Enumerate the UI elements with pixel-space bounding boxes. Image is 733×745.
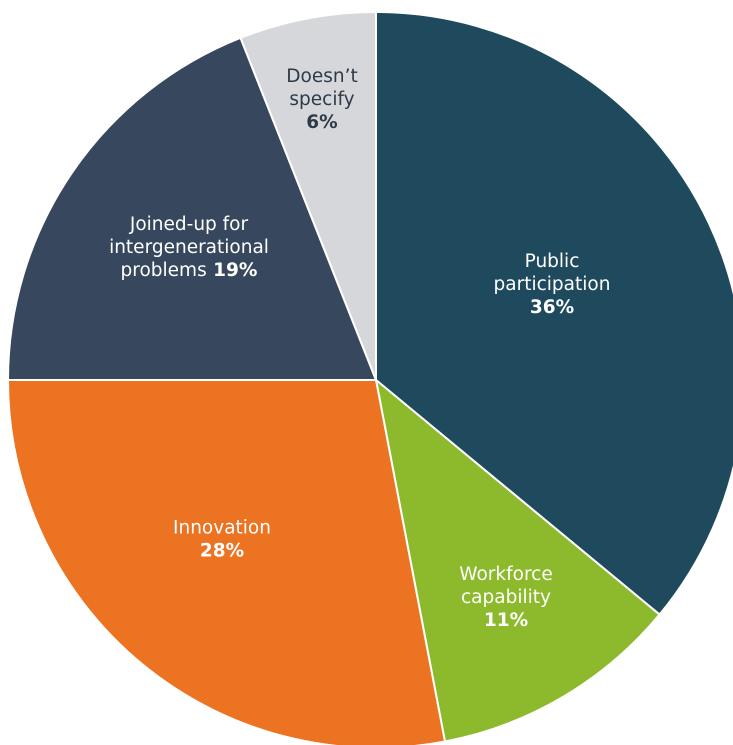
pie-slice-0 xyxy=(375,10,733,616)
slice-label-line: Innovation xyxy=(173,518,271,539)
slice-label-line: Workforce xyxy=(459,564,552,585)
slice-label-2: Innovation 28% xyxy=(173,518,271,562)
pie-slices xyxy=(6,10,733,745)
slice-label-line: Public xyxy=(525,251,580,272)
slice-label-line: problems xyxy=(121,260,207,281)
slice-label-line: participation xyxy=(494,274,611,295)
slice-value-label: 36% xyxy=(530,297,574,318)
slice-value-label: 11% xyxy=(484,610,528,631)
slice-label-3: Joined-up for intergenerational problems 1… xyxy=(109,214,269,281)
slice-value-label: 28% xyxy=(200,541,244,562)
pie-slice-2 xyxy=(6,379,447,745)
slice-value-label: 6% xyxy=(306,112,337,133)
slice-label-line: Joined-up for xyxy=(129,214,249,235)
slice-label-1: Workforce capability 11% xyxy=(459,564,552,631)
slice-label-0: Public participation 36% xyxy=(494,251,611,318)
pie-slice-1 xyxy=(374,377,661,743)
slice-label-line: intergenerational xyxy=(109,237,269,258)
slice-label-4: Doesn’t specify 6% xyxy=(286,66,357,133)
slice-value-label: 19% xyxy=(207,260,258,281)
slice-label-line: capability xyxy=(461,587,551,608)
slice-label-line: Doesn’t xyxy=(286,66,357,87)
pie-slice-4 xyxy=(239,10,377,381)
slice-label-line: specify xyxy=(289,89,354,110)
pie-slice-3 xyxy=(6,36,378,381)
pie-labels: Public participation 36% Workforce capabilit… xyxy=(109,66,610,631)
